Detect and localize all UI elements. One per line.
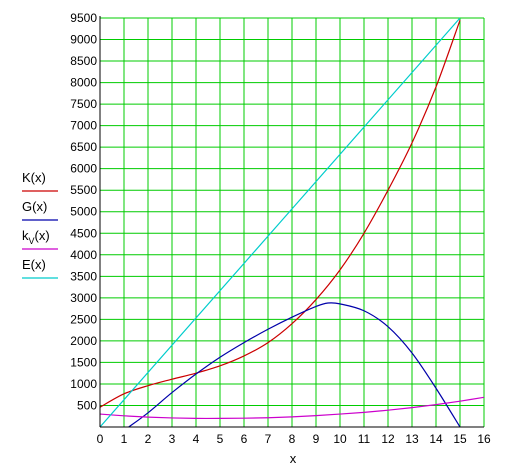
y-tick-label: 9500 <box>70 11 97 25</box>
x-tick-label: 13 <box>405 432 419 446</box>
y-tick-label: 4000 <box>70 248 97 262</box>
x-tick-label: 8 <box>289 432 296 446</box>
y-tick-label: 7500 <box>70 97 97 111</box>
y-tick-label: 6500 <box>70 140 97 154</box>
x-tick-label: 10 <box>333 432 347 446</box>
series-line-0 <box>99 19 461 408</box>
x-tick-label: 15 <box>453 432 467 446</box>
legend-label-3: E(x) <box>22 257 46 272</box>
grid <box>100 17 485 427</box>
y-tick-label: 9000 <box>70 33 97 47</box>
y-tick-label: 1500 <box>70 355 97 369</box>
y-tick-label: 5500 <box>70 183 97 197</box>
legend-label-0: K(x) <box>22 170 46 185</box>
x-tick-label: 16 <box>477 432 491 446</box>
y-tick-label: 1000 <box>70 377 97 391</box>
x-tick-label: 3 <box>169 432 176 446</box>
y-tick-label: 2000 <box>70 334 97 348</box>
y-tick-label: 6000 <box>70 162 97 176</box>
y-tick-label: 3500 <box>70 269 97 283</box>
y-tick-labels: 500 1000 1500 2000 2500 3000 3500 4000 4500 5000 5… <box>70 11 97 412</box>
axes <box>99 16 484 428</box>
legend-label-1: G(x) <box>22 199 47 214</box>
y-tick-label: 8000 <box>70 76 97 90</box>
x-tick-label: 6 <box>241 432 248 446</box>
y-tick-label: 4500 <box>70 226 97 240</box>
y-tick-label: 7000 <box>70 119 97 133</box>
x-tick-label: 2 <box>145 432 152 446</box>
legend: K(x) G(x) kV(x) E(x) <box>22 170 58 279</box>
x-tick-labels: 0 1 2 3 4 5 6 7 8 9 10 11 12 13 14 15 16 <box>97 432 491 446</box>
x-axis-label: x <box>290 451 297 466</box>
y-tick-label: 500 <box>77 398 97 412</box>
series-line-2 <box>99 396 485 420</box>
x-tick-label: 7 <box>265 432 272 446</box>
series-line-3 <box>99 17 461 428</box>
y-tick-label: 3000 <box>70 291 97 305</box>
y-tick-label: 2500 <box>70 312 97 326</box>
series-line-1 <box>128 302 461 428</box>
x-tick-label: 11 <box>358 432 371 446</box>
x-tick-label: 9 <box>313 432 320 446</box>
x-tick-label: 12 <box>381 432 395 446</box>
y-tick-label: 5000 <box>70 205 97 219</box>
x-tick-label: 0 <box>97 432 104 446</box>
legend-label-2: kV(x) <box>22 228 50 246</box>
x-tick-label: 14 <box>429 432 443 446</box>
x-tick-label: 5 <box>217 432 224 446</box>
x-tick-label: 4 <box>193 432 200 446</box>
x-tick-label: 1 <box>121 432 128 446</box>
series-curves <box>99 17 485 428</box>
y-tick-label: 8500 <box>70 54 97 68</box>
